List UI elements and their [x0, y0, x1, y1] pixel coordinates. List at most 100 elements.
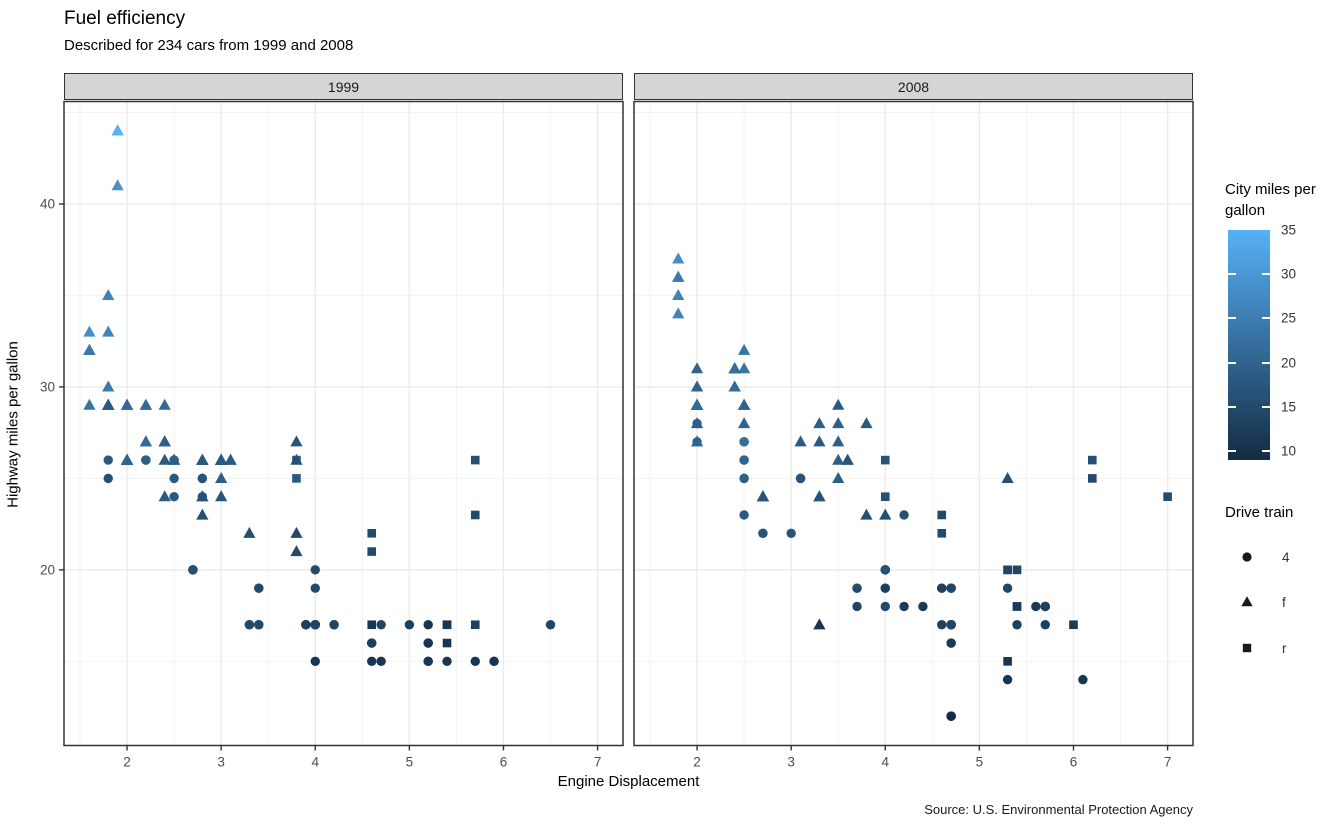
- shape-legend-entry-f: f: [1234, 588, 1344, 616]
- data-point-square: [292, 474, 301, 483]
- data-point-triangle: [813, 435, 826, 447]
- data-point-circle: [103, 455, 113, 465]
- data-point-circle: [103, 473, 113, 484]
- data-point-triangle: [111, 179, 124, 191]
- x-tick-label: 6: [1070, 755, 1078, 770]
- data-point-triangle: [158, 490, 171, 502]
- colorbar-tick-mark: [1228, 361, 1236, 364]
- colorbar-tick-label: 10: [1281, 443, 1297, 459]
- colorbar-legend-title: City miles per gallon: [1225, 181, 1316, 219]
- data-point-triangle: [83, 325, 96, 337]
- data-point-circle: [852, 583, 862, 593]
- data-point-circle: [1031, 601, 1041, 612]
- data-point-square: [880, 455, 890, 465]
- facet-strip-label: 2008: [897, 78, 930, 95]
- panel-border: [633, 100, 1194, 747]
- data-point-circle: [310, 656, 320, 667]
- y-tick-label: 40: [40, 196, 55, 211]
- data-point-square: [442, 638, 452, 648]
- data-point-circle: [367, 656, 377, 667]
- data-point-circle: [310, 565, 320, 575]
- x-tick-label: 4: [882, 755, 890, 770]
- data-point-square: [1003, 565, 1012, 575]
- data-point-triangle: [728, 380, 741, 392]
- data-point-square: [1012, 602, 1022, 611]
- data-point-triangle: [158, 453, 171, 465]
- data-point-triangle: [832, 453, 845, 465]
- colorbar-tick-mark: [1262, 361, 1270, 364]
- data-point-circle: [367, 638, 377, 648]
- x-tick-label: 3: [787, 755, 795, 770]
- data-point-circle: [795, 473, 806, 484]
- data-point-circle: [329, 620, 339, 630]
- data-point-triangle: [196, 508, 209, 520]
- data-point-circle: [1078, 674, 1088, 685]
- data-point-triangle: [860, 508, 873, 520]
- data-point-square: [1088, 455, 1097, 465]
- data-point-square: [1163, 492, 1172, 501]
- x-tick-label: 2: [123, 755, 131, 770]
- data-point-triangle: [120, 398, 134, 410]
- data-point-circle: [169, 473, 179, 484]
- data-point-square: [1069, 620, 1078, 630]
- data-point-triangle: [158, 398, 171, 410]
- shape-legend-label: f: [1282, 594, 1286, 610]
- data-point-triangle: [158, 435, 171, 447]
- y-axis-title: Highway miles per gallon: [4, 341, 22, 508]
- colorbar-tick-label: 25: [1281, 310, 1297, 326]
- colorbar-tick-label: 30: [1281, 266, 1297, 282]
- data-point-triangle: [290, 526, 303, 538]
- data-point-circle: [244, 620, 255, 630]
- facet-strip-2008: 2008: [634, 73, 1193, 100]
- data-point-square: [470, 455, 480, 465]
- square-key-icon: [1234, 635, 1260, 661]
- facet-strip-label: 1999: [327, 78, 360, 95]
- data-point-circle: [545, 620, 556, 630]
- data-point-triangle: [102, 289, 115, 301]
- data-point-circle: [169, 455, 179, 465]
- data-point-triangle: [738, 417, 751, 429]
- circle-key-icon: [1234, 544, 1260, 570]
- data-point-circle: [899, 510, 909, 520]
- data-point-triangle: [841, 453, 854, 465]
- x-axis-title: Engine Displacement: [557, 773, 700, 790]
- data-point-circle: [442, 656, 452, 667]
- data-point-triangle: [672, 252, 685, 264]
- triangle-key-icon: [1234, 589, 1260, 615]
- x-tick-label: 2: [693, 755, 701, 770]
- colorbar-tick-mark: [1228, 317, 1236, 320]
- data-point-circle: [1002, 583, 1013, 593]
- data-point-triangle: [813, 618, 826, 630]
- data-point-triangle: [832, 471, 845, 483]
- data-point-triangle: [83, 343, 96, 355]
- colorbar-tick-mark: [1262, 405, 1270, 408]
- data-point-triangle: [102, 398, 115, 410]
- x-tick-label: 6: [500, 755, 508, 770]
- data-point-square: [367, 528, 377, 538]
- data-point-circle: [310, 620, 320, 630]
- data-point-circle: [169, 491, 179, 502]
- data-point-circle: [937, 620, 947, 630]
- data-point-square: [470, 620, 480, 630]
- data-point-circle: [423, 638, 433, 648]
- data-point-triangle: [215, 471, 228, 483]
- data-point-circle: [918, 601, 928, 612]
- data-point-circle: [310, 583, 320, 593]
- y-tick-label: 20: [40, 562, 55, 577]
- colorbar-tick-label: 20: [1281, 355, 1297, 371]
- data-point-circle: [880, 565, 890, 575]
- x-tick-label: 7: [594, 755, 602, 770]
- data-point-circle: [946, 620, 956, 630]
- data-point-square: [1088, 474, 1097, 483]
- data-point-triangle: [111, 124, 124, 136]
- data-point-triangle: [120, 453, 134, 465]
- data-point-triangle: [860, 417, 873, 429]
- facet-strip-1999: 1999: [64, 73, 623, 100]
- data-point-triangle: [756, 490, 770, 502]
- data-point-circle: [739, 510, 749, 520]
- data-point-triangle: [196, 490, 209, 502]
- colorbar-gradient: [1228, 230, 1270, 460]
- data-point-circle: [739, 473, 749, 484]
- data-point-square: [937, 528, 947, 538]
- colorbar-tick-mark: [1262, 450, 1270, 453]
